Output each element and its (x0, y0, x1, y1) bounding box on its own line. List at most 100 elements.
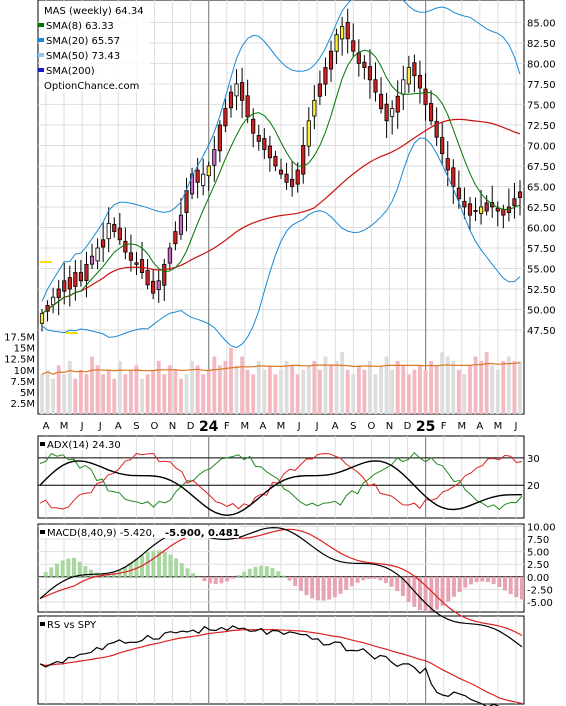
volume-bar (262, 369, 267, 414)
candle (517, 191, 523, 199)
volume-bar (162, 374, 167, 414)
legend-bg (40, 2, 150, 92)
price-tick-label: 85.00 (527, 18, 556, 29)
candle (367, 66, 372, 81)
macd-histogram-bar (497, 576, 502, 587)
legend-entry: SMA(20) 65.57 (46, 36, 120, 47)
legend-entry: SMA(200) (46, 66, 95, 77)
volume-bar (384, 356, 389, 414)
volume-tick-label: 17.5M (4, 333, 35, 344)
candle (445, 158, 450, 171)
month-label: J (315, 421, 319, 432)
month-label: N (169, 421, 176, 432)
candle (201, 173, 206, 186)
price-tick-label: 62.50 (527, 203, 556, 214)
legend-entry: SMA(50) 73.43 (46, 51, 120, 62)
price-tick-label: 67.50 (527, 162, 556, 173)
macd-histogram-bar (287, 576, 292, 581)
macd-tick-label: -2.50 (527, 585, 553, 596)
macd-histogram-bar (514, 576, 519, 598)
macd-line (39, 526, 523, 648)
volume-bar (468, 365, 472, 414)
macd-histogram-bar (429, 576, 434, 612)
rs-swatch (40, 622, 45, 626)
macd-histogram-bar (38, 576, 42, 578)
month-label: O (367, 421, 375, 432)
candle (395, 95, 400, 113)
macd-histogram-bar (162, 551, 167, 577)
macd-histogram-bar (111, 572, 116, 577)
candle (451, 167, 456, 187)
volume-bar (151, 369, 156, 414)
volume-bar (501, 360, 506, 414)
volume-bar (462, 374, 467, 414)
volume-bar (368, 360, 372, 414)
month-label: D (404, 421, 412, 432)
volume-bar (173, 369, 178, 414)
volume-bar (156, 360, 161, 414)
price-tick-label: 80.00 (527, 59, 556, 70)
macd-signal-label: -5.900, (165, 528, 205, 539)
macd-histogram-bar (508, 576, 513, 594)
macd-histogram-bar (491, 576, 496, 585)
candle (473, 210, 478, 212)
rs-line (39, 625, 501, 706)
volume-bar (56, 365, 61, 414)
candle (284, 173, 289, 183)
candle (223, 108, 228, 127)
month-label: M (494, 421, 503, 432)
candle (178, 214, 184, 235)
macd-tick-label: 10.00 (527, 523, 556, 534)
month-label: S (350, 421, 356, 432)
adx-line (39, 460, 522, 517)
volume-bar (167, 365, 172, 414)
month-label: A (43, 421, 50, 432)
macd-histogram-bar (77, 561, 82, 577)
price-tick-label: 60.00 (527, 223, 556, 234)
candle (206, 165, 211, 177)
candle (234, 83, 239, 97)
price-tick-label: 55.00 (527, 264, 556, 275)
candle (95, 247, 100, 262)
candle (362, 61, 367, 68)
candle (429, 103, 434, 122)
volume-bar (245, 369, 250, 414)
macd-histogram-bar (304, 576, 309, 596)
volume-bar (317, 369, 322, 414)
price-tick-label: 47.50 (527, 326, 556, 337)
candle (412, 62, 417, 77)
macd-histogram-bar (440, 576, 445, 606)
volume-tick-label: 7.5M (10, 377, 35, 388)
macd-histogram-bar (349, 576, 354, 587)
candle (423, 88, 428, 105)
macd-histogram-bar (230, 576, 235, 579)
candle (217, 124, 222, 152)
legend-swatch (38, 23, 44, 27)
volume-tick-label: 12.5M (4, 355, 35, 366)
candle (345, 22, 350, 40)
volume-bar (279, 369, 283, 414)
month-label: J (80, 421, 84, 432)
candle (273, 155, 278, 167)
macd-title-bg (39, 526, 239, 538)
volume-bar (134, 365, 139, 414)
volume-bar (101, 374, 106, 414)
candle (184, 190, 189, 213)
volume-bar (84, 374, 89, 414)
candle (117, 227, 122, 241)
candle (167, 247, 172, 264)
macd-histogram-bar (321, 576, 326, 601)
candle (39, 313, 45, 324)
macd-histogram-bar (157, 550, 162, 577)
adx-title-bg (39, 438, 119, 450)
month-label: N (386, 421, 393, 432)
rs-title: RS vs SPY (47, 620, 97, 631)
volume-bar (473, 356, 478, 414)
month-label: S (133, 421, 139, 432)
macd-histogram-bar (236, 575, 241, 577)
macd-histogram-bar (383, 576, 388, 584)
volume-bar (395, 360, 400, 414)
macd-hist-label: 0.481 (208, 528, 240, 539)
price-tick-label: 77.50 (527, 80, 556, 91)
volume-bar (145, 374, 150, 414)
